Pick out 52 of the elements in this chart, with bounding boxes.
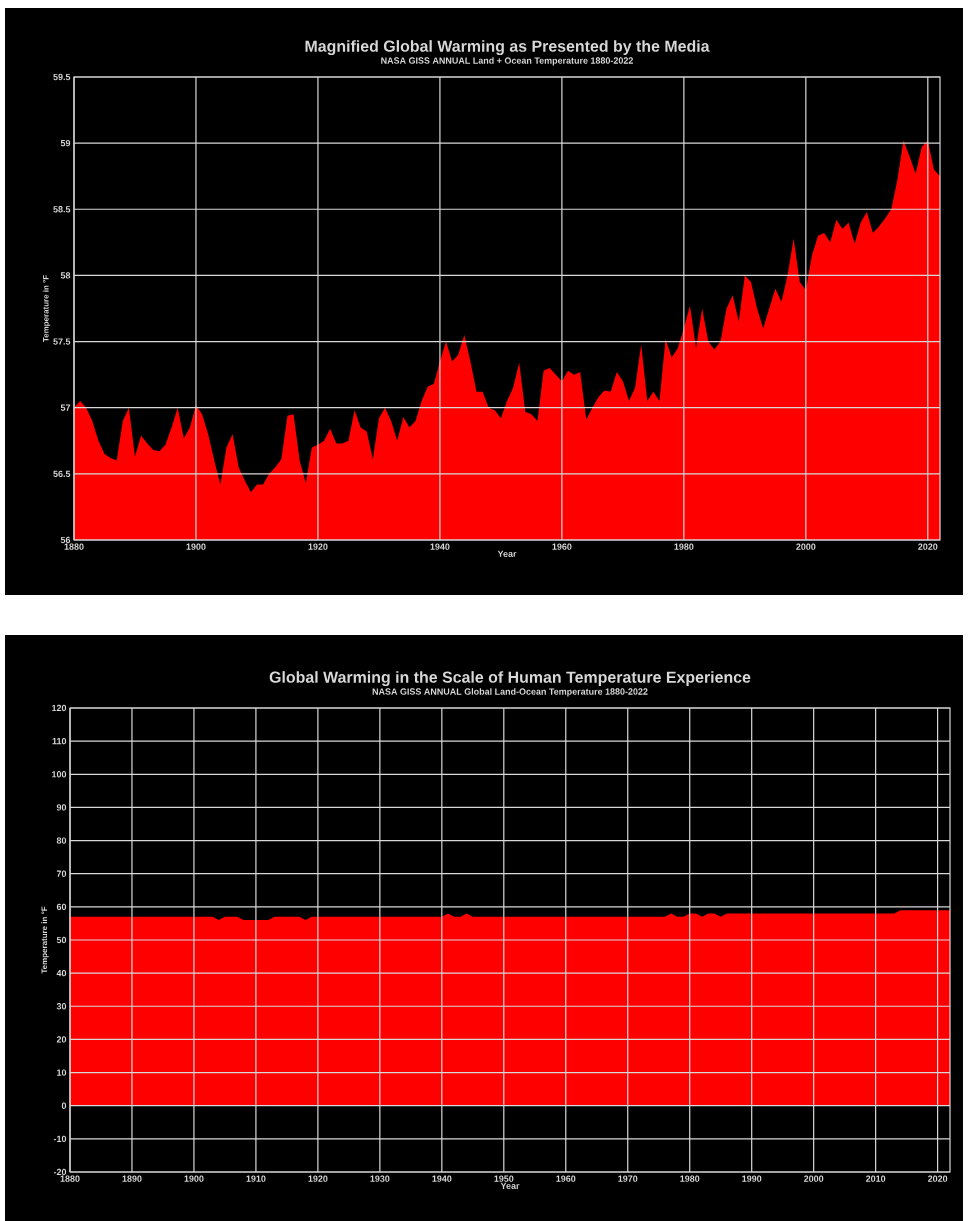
- x-tick-label: 1980: [680, 1175, 700, 1182]
- x-axis-title: Year: [497, 550, 517, 557]
- x-tick-label: 1950: [494, 1175, 514, 1182]
- x-tick-label: 1960: [556, 1175, 576, 1182]
- y-tick-label: 110: [52, 737, 67, 745]
- y-tick-label: -10: [53, 1135, 67, 1143]
- x-tick-label: 1960: [552, 543, 572, 550]
- y-tick-label: 0: [61, 1102, 67, 1109]
- y-tick-label: 50: [56, 936, 67, 944]
- x-tick-label: 1990: [742, 1175, 762, 1182]
- x-tick-label: 1970: [618, 1175, 638, 1182]
- x-tick-label: 2000: [796, 543, 816, 550]
- y-tick-label: 56: [60, 536, 71, 544]
- chart-title: Global Warming in the Scale of Human Temperature Experience: [269, 671, 751, 687]
- y-tick-label: 70: [56, 870, 67, 877]
- x-tick-label: 1940: [430, 543, 450, 550]
- x-tick-label: 1980: [674, 543, 694, 550]
- x-tick-label: 1910: [246, 1175, 266, 1182]
- x-tick-label: 2010: [865, 1175, 886, 1182]
- x-tick-label: 1900: [186, 543, 206, 550]
- chart-subtitle: NASA GISS ANNUAL Land + Ocean Temperature 1880-2022: [381, 57, 633, 66]
- y-tick-label: 30: [56, 1003, 67, 1010]
- x-tick-label: 1890: [122, 1175, 142, 1182]
- y-tick-label: 10: [57, 1069, 67, 1076]
- y-tick-label: 80: [56, 837, 67, 844]
- y-tick-label: 59: [60, 139, 71, 147]
- y-tick-label: 57.5: [53, 338, 71, 345]
- chart-title: Magnified Global Warming as Presented by the Media: [305, 40, 710, 56]
- chart-subtitle: NASA GISS ANNUAL Global Land-Ocean Temperature 1880-2022: [372, 688, 648, 697]
- y-tick-label: 40: [56, 969, 67, 977]
- x-tick-label: 1880: [64, 543, 84, 550]
- y-tick-label: 56.5: [53, 470, 71, 478]
- x-axis-title: Year: [500, 1182, 520, 1189]
- y-tick-label: 58: [60, 272, 71, 279]
- y-tick-label: 120: [52, 704, 67, 712]
- x-tick-label: 1920: [308, 1175, 328, 1182]
- x-tick-label: 2020: [927, 1175, 948, 1182]
- y-tick-label: 20: [56, 1036, 67, 1043]
- y-tick-label: 59.5: [53, 73, 71, 81]
- x-tick-label: 1920: [308, 543, 328, 550]
- x-tick-label: 1880: [60, 1175, 80, 1182]
- x-tick-label: 1930: [370, 1175, 390, 1182]
- x-tick-label: 2020: [918, 543, 938, 550]
- y-tick-label: 57: [60, 404, 71, 411]
- y-tick-label: 60: [56, 903, 67, 911]
- y-tick-label: 58.5: [53, 206, 71, 213]
- x-tick-label: 1940: [432, 1175, 452, 1182]
- y-tick-label: 90: [56, 804, 67, 811]
- y-tick-label: -20: [53, 1168, 67, 1176]
- x-tick-label: 2000: [804, 1175, 824, 1182]
- y-tick-label: 100: [52, 771, 67, 778]
- x-tick-label: 1900: [184, 1175, 204, 1182]
